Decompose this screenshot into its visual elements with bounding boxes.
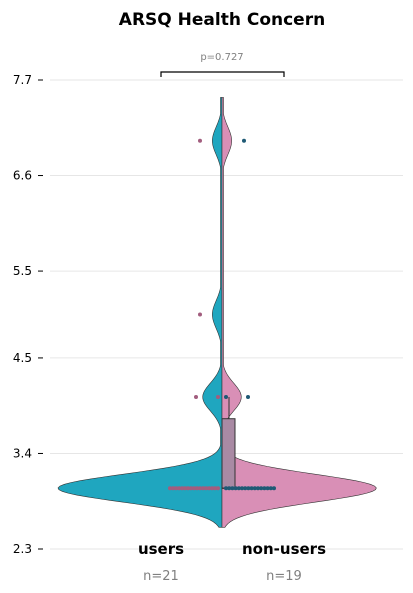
data-point-users xyxy=(171,486,175,491)
data-point-users xyxy=(183,486,187,491)
data-point-non-users xyxy=(272,486,276,491)
data-point-users xyxy=(198,312,202,317)
data-point-users xyxy=(207,486,211,491)
data-point-users xyxy=(201,486,205,491)
y-tick-label: 5.5 xyxy=(13,264,32,278)
data-points xyxy=(168,138,276,491)
box-iqr xyxy=(221,418,236,489)
data-point-users xyxy=(213,486,217,491)
data-point-users xyxy=(168,486,172,491)
violin-non-users xyxy=(221,97,377,528)
grid-lines xyxy=(50,79,403,550)
data-point-non-users xyxy=(243,486,248,491)
data-point-non-users xyxy=(249,486,254,491)
significance-bracket: p=0.727 xyxy=(160,52,285,77)
data-point-non-users xyxy=(236,486,241,491)
data-point-users xyxy=(192,486,196,491)
violins xyxy=(57,97,377,528)
data-point-non-users xyxy=(259,486,264,491)
data-point-users xyxy=(194,395,198,400)
data-point-users xyxy=(186,486,190,491)
data-point-non-users xyxy=(256,486,260,491)
p-value-label: p=0.727 xyxy=(200,52,243,63)
data-point-non-users xyxy=(262,486,267,491)
data-point-users xyxy=(189,486,193,491)
y-tick-label: 2.3 xyxy=(13,542,32,556)
data-point-users xyxy=(195,486,199,491)
category-label-users: users xyxy=(138,540,184,558)
data-point-users xyxy=(204,486,208,491)
y-tick-label: 3.4 xyxy=(13,446,32,460)
data-point-users xyxy=(174,486,178,491)
data-point-non-users xyxy=(252,486,257,491)
count-label-non-users: n=19 xyxy=(266,569,302,584)
y-tick-label: 7.7 xyxy=(13,73,32,87)
data-point-non-users xyxy=(230,486,235,491)
data-point-users xyxy=(198,138,202,143)
data-point-non-users xyxy=(265,486,270,491)
data-point-users xyxy=(210,486,214,491)
y-tick-label: 4.5 xyxy=(13,351,32,365)
y-axis: 2.3 3.4 4.5 5.5 6.6 7.7 xyxy=(13,73,43,556)
data-point-non-users xyxy=(224,486,228,491)
bracket-line xyxy=(160,71,285,77)
data-point-non-users xyxy=(227,486,232,491)
count-label-users: n=21 xyxy=(143,569,179,584)
chart-title: ARSQ Health Concern xyxy=(119,10,325,30)
data-point-non-users xyxy=(246,486,251,491)
data-point-non-users xyxy=(246,395,250,400)
data-point-non-users xyxy=(242,138,246,143)
data-point-users xyxy=(180,486,184,491)
data-point-users xyxy=(216,395,220,400)
data-point-users xyxy=(177,486,181,491)
data-point-non-users xyxy=(224,395,228,400)
y-tick-label: 6.6 xyxy=(13,169,32,183)
data-point-non-users xyxy=(240,486,244,491)
data-point-users xyxy=(198,486,202,491)
violin-users xyxy=(57,97,223,528)
data-point-non-users xyxy=(233,486,238,491)
category-label-non-users: non-users xyxy=(242,540,326,558)
data-point-users xyxy=(216,486,220,491)
data-point-non-users xyxy=(268,486,273,491)
